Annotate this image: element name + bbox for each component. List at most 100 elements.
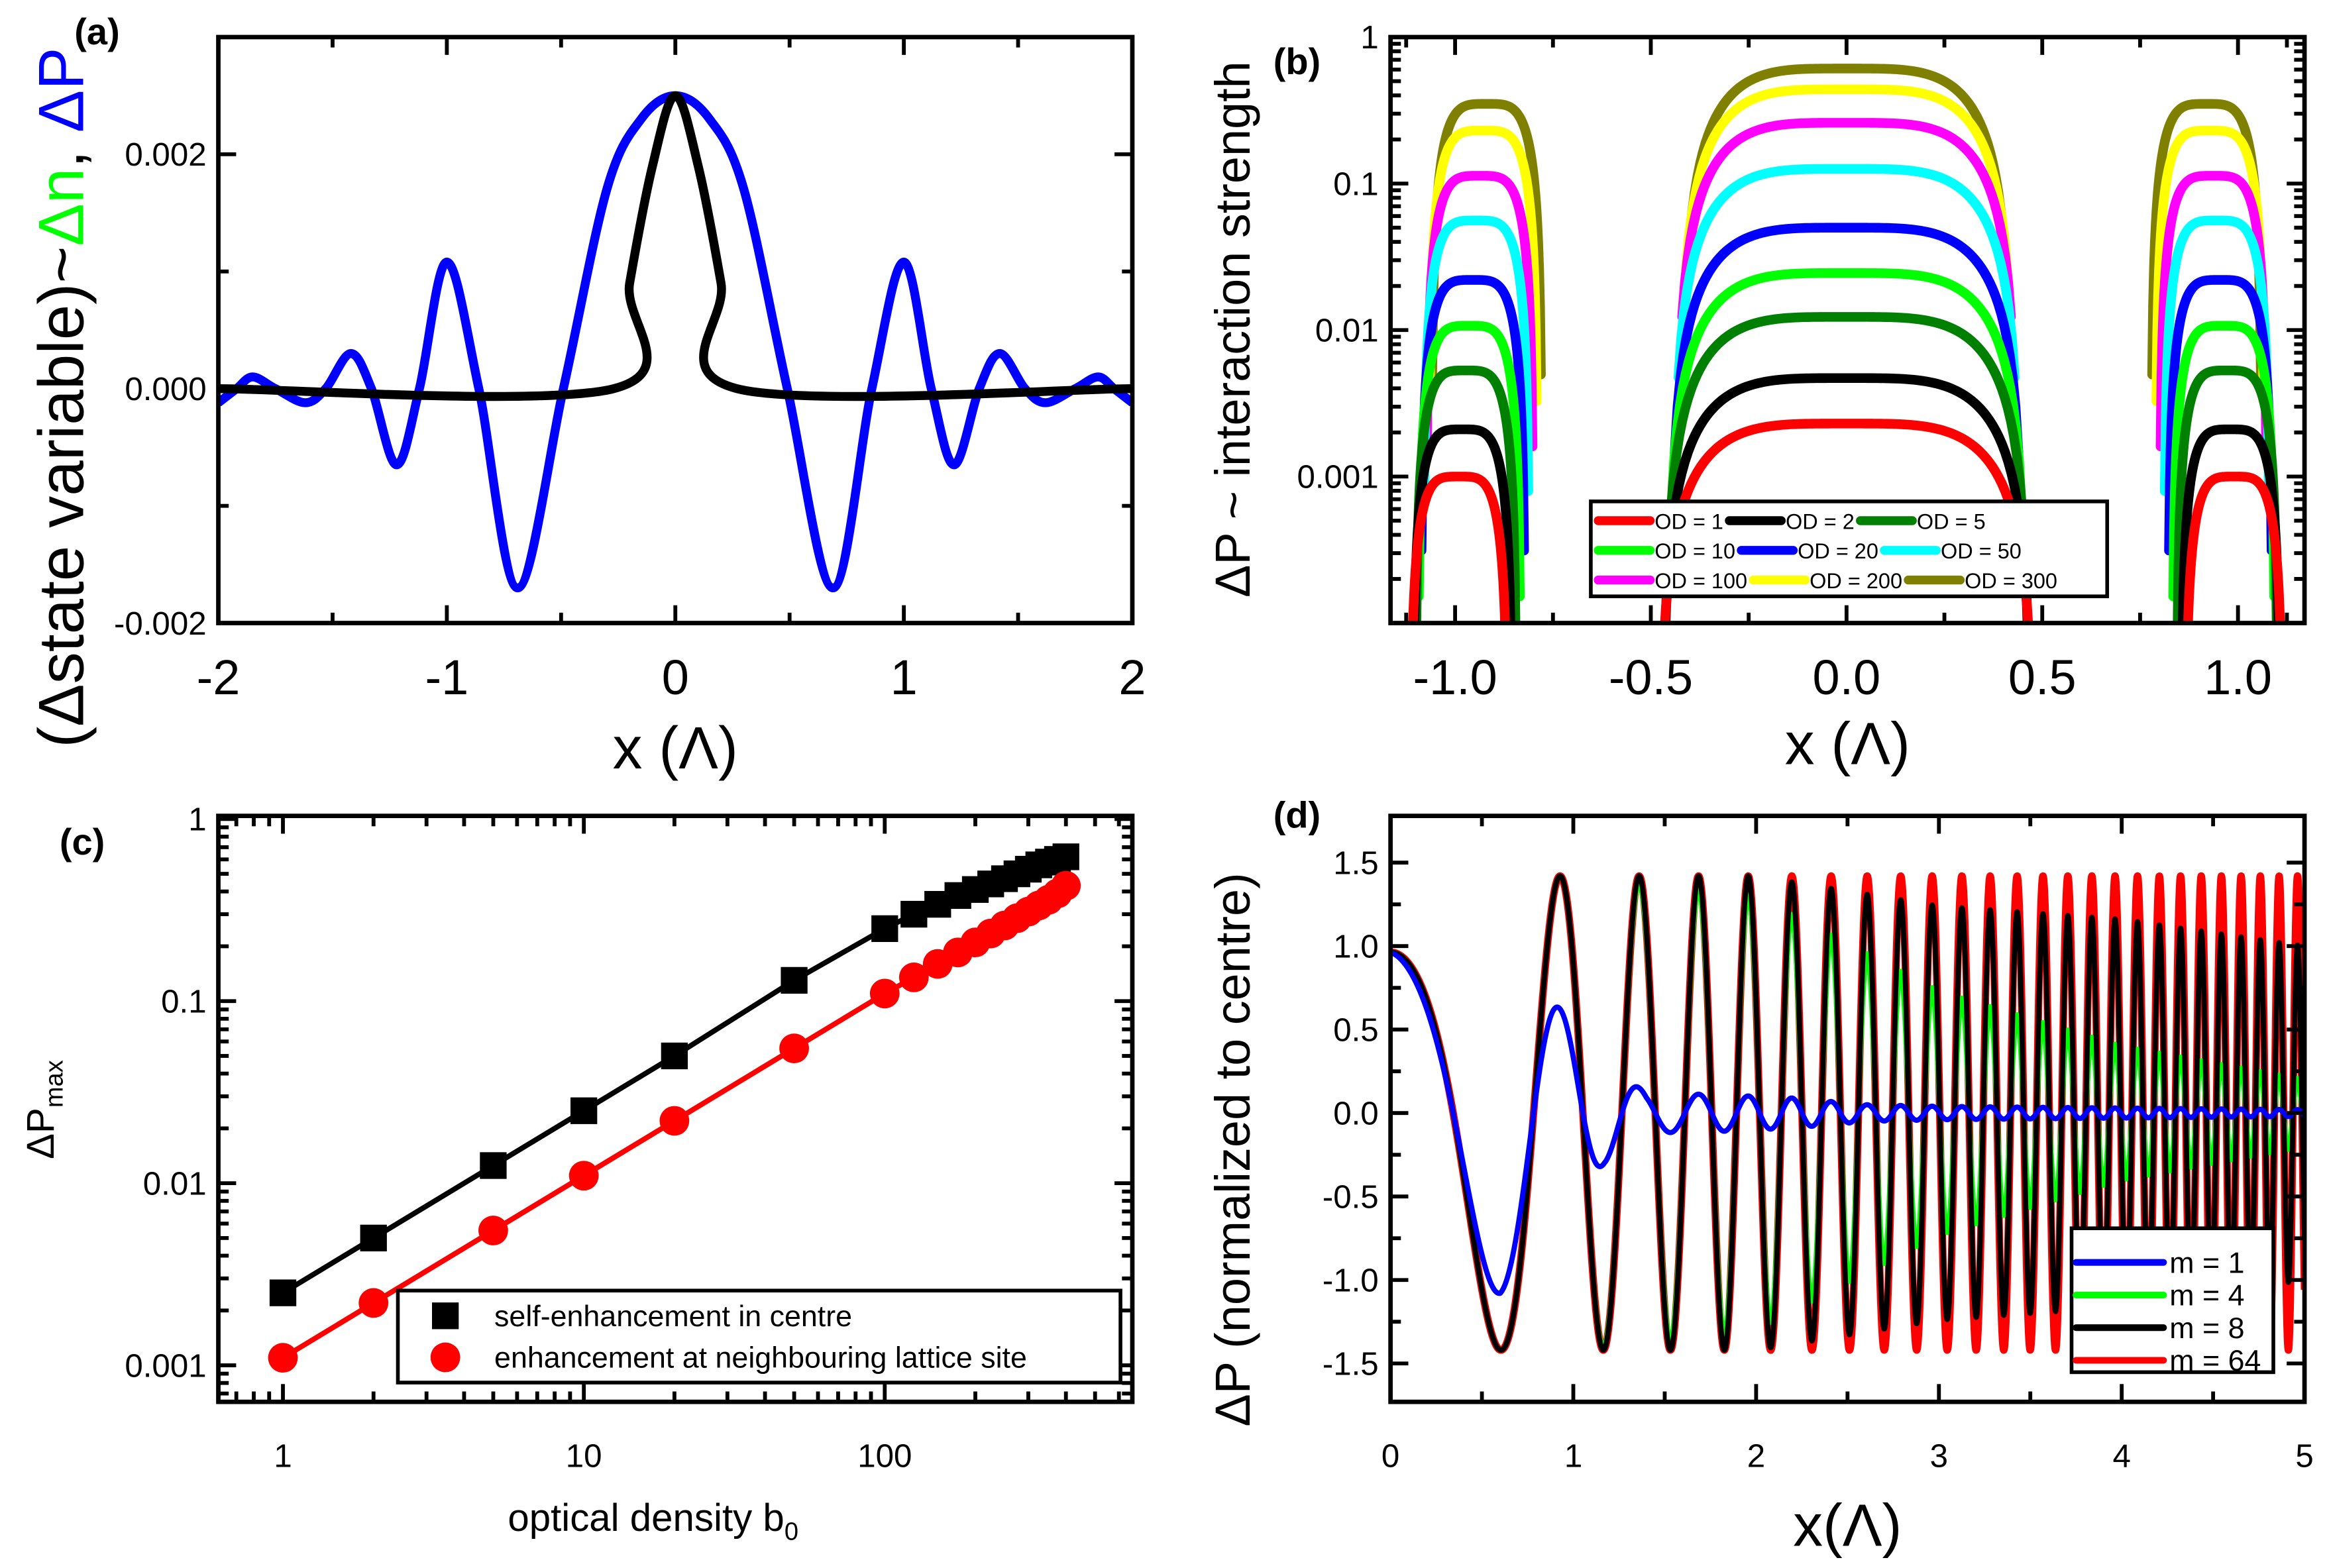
x-tick-label: 3 [1930, 1438, 1948, 1475]
y-tick-label: 0.01 [1315, 312, 1379, 348]
y-tick-label: 0.1 [161, 983, 206, 1019]
panel-label-c: (c) [60, 821, 105, 862]
x-tick-label: -1 [425, 650, 469, 705]
x-tick-label: 5 [2295, 1438, 2313, 1475]
legend-b: OD = 1 OD = 2 OD = 5 OD = 10 OD = 20 OD = 50 O… [1589, 499, 2110, 599]
y-tick-label: 1 [1360, 19, 1378, 56]
y-title-part-dp: ΔP [27, 48, 97, 133]
y-tick-label: -0.5 [1323, 1178, 1379, 1215]
y-title-c-main: ΔP [19, 1108, 62, 1159]
data-point-square [1052, 843, 1079, 870]
x-tick-label: 1 [1564, 1438, 1582, 1475]
data-point-circle [898, 963, 929, 992]
x-tick-label: 0.0 [1813, 650, 1881, 705]
series-line-right-site [2155, 171, 2271, 452]
x-tick-label: -1.0 [1413, 650, 1497, 705]
x-tick-label: 0 [1381, 1438, 1399, 1475]
legend-marker-circle [430, 1342, 460, 1373]
y-tick-label: 0.001 [125, 1347, 206, 1384]
y-tick-label: 1 [188, 802, 206, 838]
series-line-left-site [1414, 321, 1525, 601]
legend-label: OD = 100 [1654, 569, 1747, 593]
x-tick-label: 0 [662, 650, 689, 705]
legend-frame [2069, 1226, 2275, 1375]
panel-b: (b) -1.0 -0.5 0.0 0.5 1.0 0.001 0.01 0.1 1 OD = … [1205, 19, 2307, 776]
series-line-center [1660, 373, 2033, 623]
panel-label-b: (b) [1273, 40, 1321, 82]
x-tick-label: 10 [566, 1438, 602, 1475]
x-axis-title-d: x(Λ) [1793, 1492, 1902, 1558]
x-tick-label: 100 [857, 1438, 912, 1475]
y-axis-title-d: ΔP (normalized to centre) [1205, 872, 1260, 1426]
x-axis-title-c: optical density b0 [508, 1496, 798, 1545]
series-line-left-site [1427, 99, 1546, 380]
series-line-right-site [2177, 424, 2284, 623]
data-point-square [269, 1279, 297, 1306]
series-line-right-site [2168, 321, 2279, 601]
y-tick-label: 0.01 [143, 1165, 207, 1202]
x-tick-label: -2 [197, 650, 241, 705]
data-point-circle [268, 1343, 298, 1373]
y-tick-label: 0.001 [1297, 459, 1378, 496]
series-line [1390, 873, 2305, 1353]
legend-label: self-enhancement in centre [494, 1300, 852, 1333]
legend-label: OD = 200 [1810, 569, 1902, 593]
data-point-circle [779, 1033, 809, 1063]
axes-b: -1.0 -0.5 0.0 0.5 1.0 0.001 0.01 0.1 1 [1297, 19, 2307, 705]
y-tick-label: 1.5 [1333, 845, 1378, 881]
y-tick-label: 0.1 [1333, 166, 1378, 202]
y-title-part-state: (Δstate variable)~ [27, 246, 97, 747]
series-line-center [1673, 164, 2020, 383]
legend-label: m = 4 [2169, 1279, 2244, 1312]
x-title-c-main: optical density b [508, 1496, 784, 1540]
series-line-center [1666, 268, 2028, 523]
panel-c: (c) 1 10 100 0.001 0.01 0.1 1 self-enhancement… [19, 802, 1135, 1545]
y-title-part-dn: Δn [27, 168, 97, 246]
y-tick-label: -0.002 [114, 605, 207, 642]
x-tick-label: 2 [1747, 1438, 1765, 1475]
legend-d: m = 1m = 4m = 8m = 64 [2069, 1226, 2275, 1377]
plot-area-d [1390, 872, 2305, 1354]
legend-label: m = 8 [2169, 1312, 2244, 1345]
panel-d: (d) 0 1 2 3 4 5 -1.5 -1.0 -0.5 0.0 0.5 1.0 1.5 m = 1… [1205, 794, 2314, 1559]
legend-label: m = 1 [2169, 1246, 2244, 1279]
series-line [281, 854, 1067, 1295]
data-point-square [871, 915, 898, 942]
x-tick-label: 1 [274, 1438, 292, 1475]
x-tick-label: 0.5 [2008, 650, 2077, 705]
series-line-delta-p [218, 91, 1132, 593]
legend-label: OD = 20 [1798, 539, 1878, 563]
series-line-delta-n [218, 91, 1132, 401]
data-point-circle [568, 1161, 599, 1191]
series-line-left-site [1409, 424, 1515, 623]
data-point-square [900, 900, 928, 928]
legend-label: OD = 2 [1786, 509, 1855, 533]
x-axis-title-b: x (Λ) [1785, 710, 1910, 776]
legend-label: OD = 10 [1654, 539, 1735, 563]
series-line-left-site [1411, 365, 1521, 623]
y-tick-label: 0.000 [125, 371, 206, 407]
x-axis-title-a: x (Λ) [613, 715, 738, 781]
y-tick-label: -1.5 [1323, 1345, 1379, 1382]
data-point-square [480, 1152, 507, 1179]
x-tick-label: 4 [2112, 1438, 2130, 1475]
panel-label-a: (a) [74, 11, 119, 52]
y-axis-title-b: ΔP ~ interaction strength [1205, 61, 1260, 598]
x-tick-label: 2 [1118, 650, 1146, 705]
data-point-circle [659, 1106, 690, 1136]
panel-label-d: (d) [1273, 794, 1321, 836]
x-tick-label: 1.0 [2204, 650, 2272, 705]
y-tick-label: 0.0 [1333, 1095, 1378, 1131]
plot-area-b [1408, 64, 2285, 623]
data-point-circle [358, 1288, 389, 1318]
series-line-center [1670, 223, 2024, 458]
data-point-square [360, 1224, 387, 1252]
series-line-right-site [2173, 365, 2282, 623]
x-title-c-sub: 0 [785, 1518, 798, 1545]
legend-c: self-enhancement in centre enhancement at… [396, 1288, 1122, 1385]
series-line [1390, 949, 2305, 1296]
data-point-circle [1051, 870, 1081, 901]
legend-label: OD = 5 [1917, 509, 1986, 533]
series-line-center [1684, 64, 2009, 243]
